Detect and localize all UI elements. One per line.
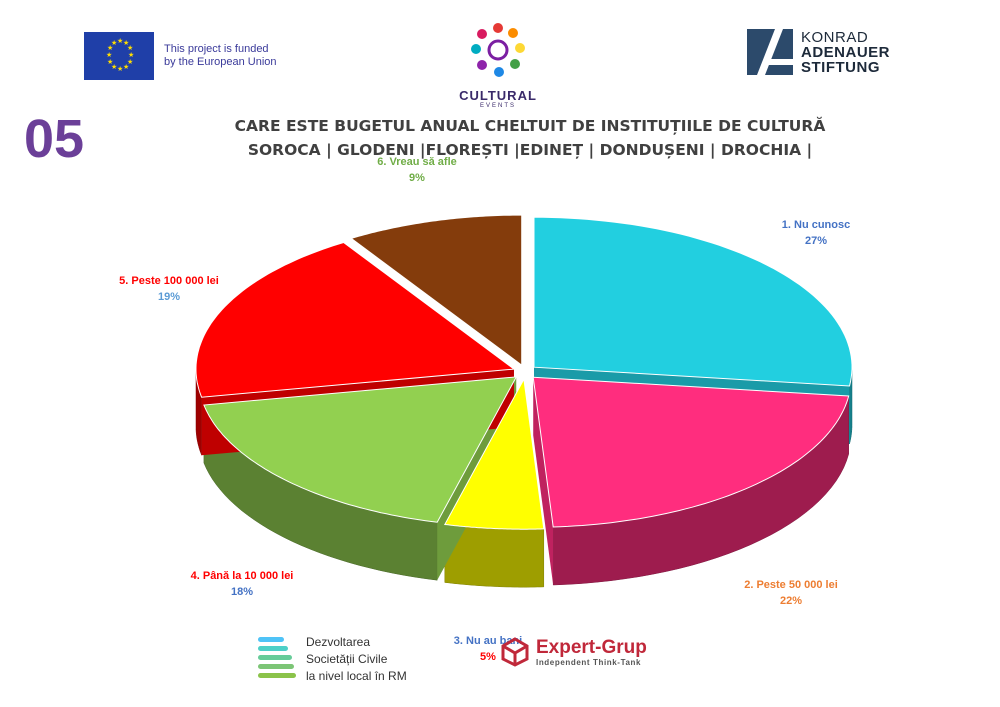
pie-tops xyxy=(195,214,853,530)
pie-slice-6 xyxy=(350,214,523,367)
cultural-events-logo: CULTURAL EVENTS xyxy=(448,20,548,109)
svg-text:★: ★ xyxy=(127,44,133,52)
slide-number: 05 xyxy=(24,109,85,169)
kas-mark-icon xyxy=(747,29,793,75)
chart-title-line-1: CARE ESTE BUGETUL ANUAL CHELTUIT DE INST… xyxy=(234,117,826,135)
data-label-value-5: 19% xyxy=(157,291,181,303)
data-label-6: 6. Vreau să afle 9% xyxy=(377,154,457,186)
dsc-line-2: Societății Civile xyxy=(306,652,388,666)
data-label-category-2: 2. Peste 50 000 lei xyxy=(744,579,838,591)
dsc-logo: Dezvoltarea Societății Civile la nivel l… xyxy=(258,634,428,684)
data-label-category-4: 4. Până la 10 000 lei xyxy=(190,570,294,582)
svg-text:★: ★ xyxy=(123,39,129,47)
kas-line-3: STIFTUNG xyxy=(801,58,880,76)
svg-text:★: ★ xyxy=(128,51,134,59)
svg-text:★: ★ xyxy=(106,51,112,59)
data-label-category-5: 5. Peste 100 000 lei xyxy=(119,275,219,287)
pie-slice-4 xyxy=(203,376,518,523)
eu-funding-text-2: by the European Union xyxy=(164,56,277,68)
kas-line-1: KONRAD xyxy=(801,28,869,46)
pie-slice-3 xyxy=(443,377,545,530)
data-label-value-2: 22% xyxy=(779,595,803,607)
data-label-category-6: 6. Vreau să afle xyxy=(377,156,457,168)
people-circle-icon xyxy=(471,23,525,77)
chart-title: CARE ESTE BUGETUL ANUAL CHELTUIT DE INST… xyxy=(180,114,880,162)
eu-flag-icon: ★ ★ ★ ★ ★ ★ ★ ★ ★ ★ ★ ★ xyxy=(84,32,154,80)
expert-grup-name: Expert-Grup xyxy=(536,636,647,658)
eu-funding-logo: ★ ★ ★ ★ ★ ★ ★ ★ ★ ★ ★ ★ This project is funded b… xyxy=(84,32,299,80)
svg-text:★: ★ xyxy=(117,65,123,73)
kas-line-2: ADENAUER xyxy=(801,43,891,61)
cultural-events-subtitle: EVENTS xyxy=(479,103,516,109)
expert-grup-tagline: Independent Think-Tank xyxy=(536,657,642,667)
expert-grup-logo: Expert-Grup Independent Think-Tank xyxy=(500,632,670,672)
svg-text:★: ★ xyxy=(107,58,113,66)
data-label-2: 2. Peste 50 000 lei 22% xyxy=(744,577,838,609)
data-label-1: 1. Nu cunosc 27% xyxy=(782,217,850,249)
cultural-events-title: CULTURAL xyxy=(459,88,537,103)
pie-slice-2 xyxy=(532,376,850,528)
svg-text:★: ★ xyxy=(117,37,123,45)
dsc-line-1: Dezvoltarea xyxy=(306,635,371,649)
pie-slice-wall-2 xyxy=(533,377,554,585)
pie-slice-5 xyxy=(195,241,516,398)
cube-icon xyxy=(500,637,530,667)
pie-slice-1 xyxy=(533,216,853,387)
data-label-value-4: 18% xyxy=(230,586,254,598)
data-label-5: 5. Peste 100 000 lei 19% xyxy=(119,273,219,305)
data-label-value-6: 9% xyxy=(409,172,425,184)
svg-text:★: ★ xyxy=(127,58,133,66)
svg-text:★: ★ xyxy=(107,44,113,52)
chart-title-line-2: SOROCA | GLODENI |FLOREȘTI |EDINEȚ | DON… xyxy=(247,141,813,159)
svg-text:★: ★ xyxy=(123,63,129,71)
svg-text:★: ★ xyxy=(111,63,117,71)
dsc-bars-icon xyxy=(258,634,298,684)
data-label-value-3: 5% xyxy=(480,651,496,663)
svg-text:★: ★ xyxy=(111,39,117,47)
kas-logo: KONRAD ADENAUER STIFTUNG xyxy=(747,27,927,77)
data-label-4: 4. Până la 10 000 lei 18% xyxy=(191,568,294,600)
dsc-line-3: la nivel local în RM xyxy=(306,669,407,683)
eu-funding-text-1: This project is funded xyxy=(164,43,269,55)
data-label-value-1: 27% xyxy=(804,235,828,247)
data-label-category-1: 1. Nu cunosc xyxy=(781,219,851,231)
